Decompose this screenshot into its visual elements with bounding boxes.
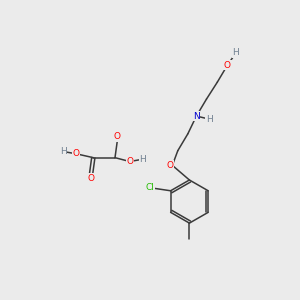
Text: O: O <box>224 61 231 70</box>
Text: O: O <box>114 132 121 141</box>
Text: O: O <box>167 161 173 170</box>
Text: O: O <box>88 174 94 183</box>
Text: H: H <box>232 48 239 57</box>
Text: N: N <box>193 112 200 121</box>
Text: O: O <box>73 149 80 158</box>
Text: H: H <box>140 155 146 164</box>
Text: Cl: Cl <box>145 183 154 192</box>
Text: H: H <box>206 115 213 124</box>
Text: H: H <box>60 147 67 156</box>
Text: O: O <box>126 157 133 166</box>
